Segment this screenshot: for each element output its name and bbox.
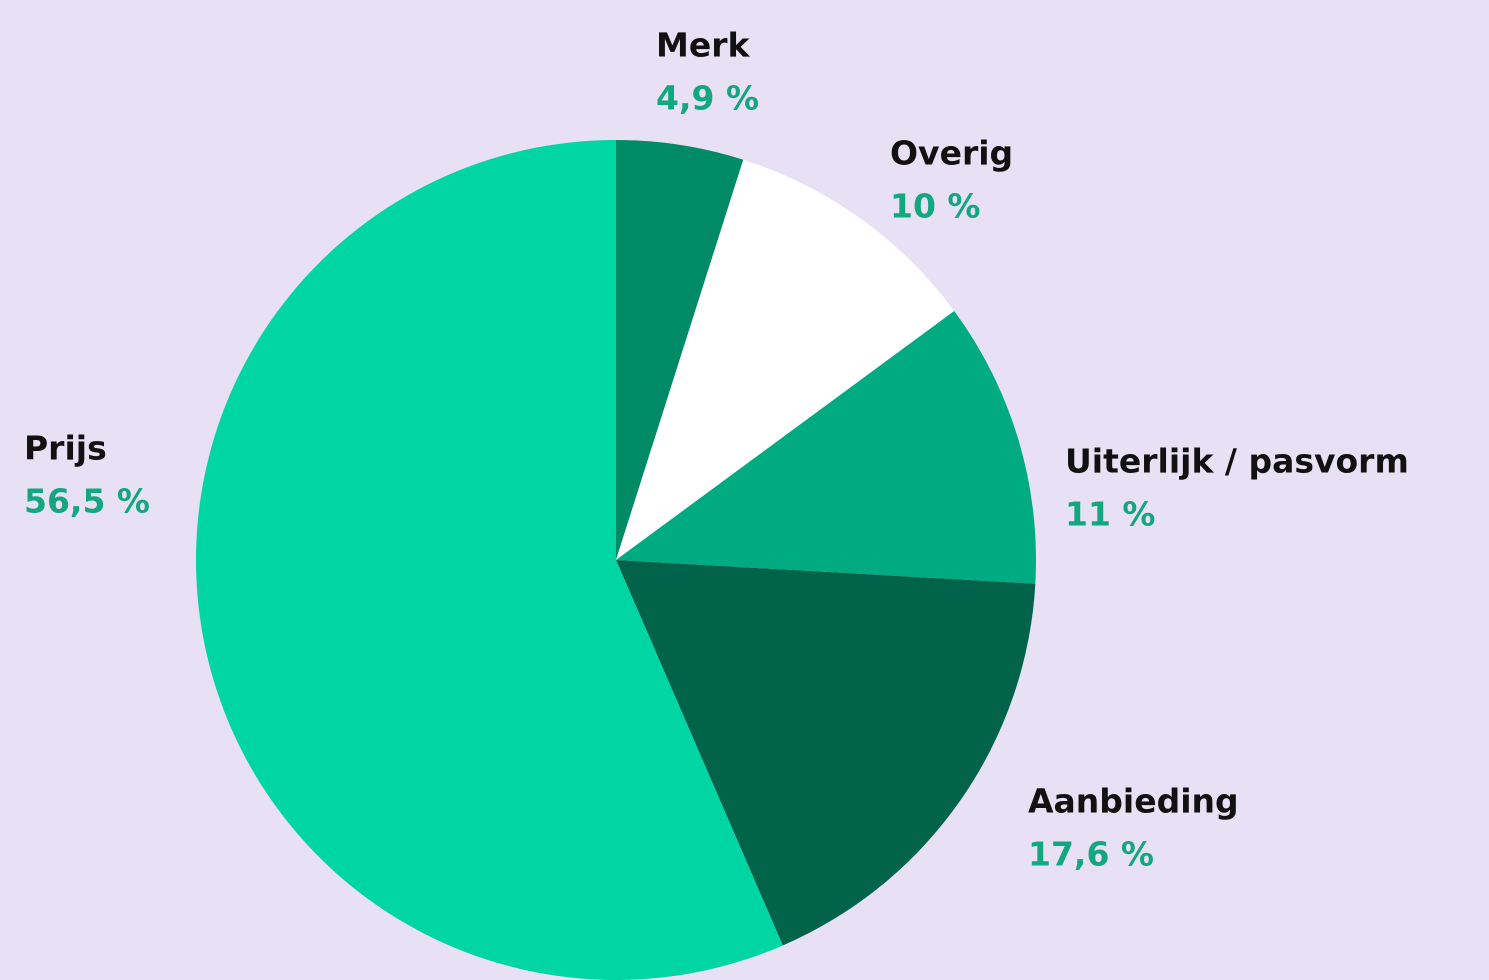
slice-label: Prijs <box>24 429 107 468</box>
slice-label: Merk <box>656 26 750 65</box>
slice-label: Uiterlijk / pasvorm <box>1065 442 1409 481</box>
slice-value-label: 56,5 % <box>24 482 150 521</box>
pie-slice <box>196 140 783 980</box>
slice-value-label: 10 % <box>890 187 980 226</box>
pie-slice <box>616 159 955 561</box>
slice-value-label: 11 % <box>1065 495 1155 534</box>
pie-slice <box>616 140 744 560</box>
pie-slice <box>616 311 1036 584</box>
slice-label: Overig <box>890 134 1013 173</box>
slice-value-label: 17,6 % <box>1028 835 1154 874</box>
slice-label: Aanbieding <box>1028 782 1239 821</box>
slice-value-label: 4,9 % <box>656 79 759 118</box>
pie-slice <box>616 560 1036 946</box>
